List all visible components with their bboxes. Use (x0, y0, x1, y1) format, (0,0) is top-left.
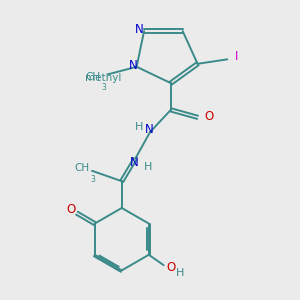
Text: N: N (130, 156, 139, 169)
Text: CH: CH (86, 72, 101, 82)
Text: O: O (204, 110, 213, 123)
Text: 3: 3 (90, 175, 95, 184)
Text: N: N (144, 123, 153, 136)
Text: O: O (66, 203, 76, 216)
Text: I: I (235, 50, 238, 64)
Text: H: H (134, 122, 143, 132)
Text: 3: 3 (101, 82, 106, 91)
Text: N: N (135, 23, 144, 36)
Text: CH: CH (74, 164, 90, 173)
Text: N: N (129, 59, 137, 72)
Text: H: H (176, 268, 184, 278)
Text: methyl: methyl (85, 73, 121, 83)
Text: H: H (143, 162, 152, 172)
Text: O: O (167, 261, 176, 274)
